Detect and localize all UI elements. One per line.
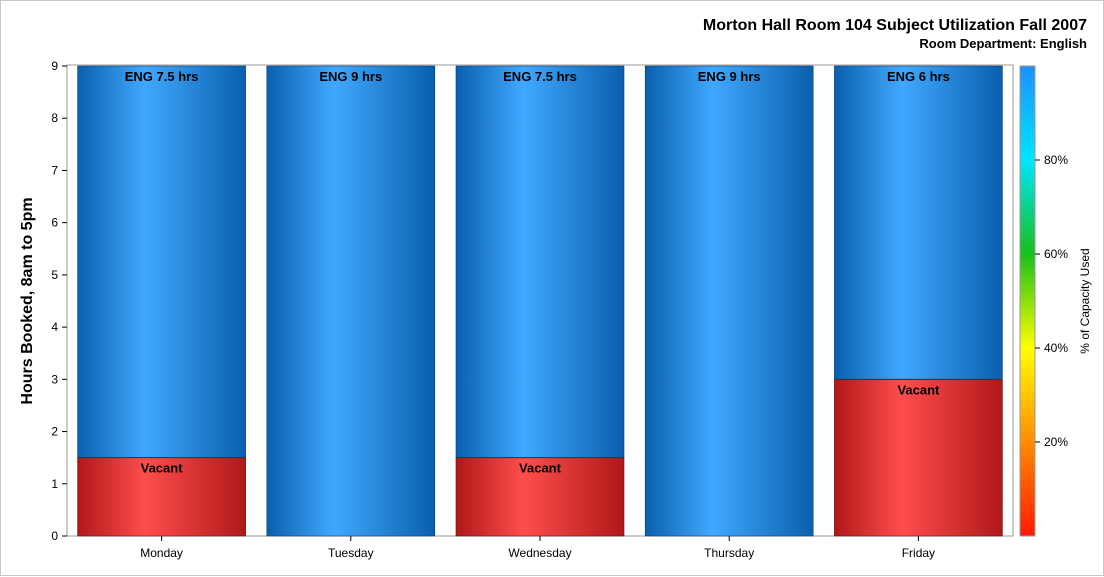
bar-vacant	[455, 457, 625, 537]
bar-label-eng: ENG 7.5 hrs	[503, 69, 577, 84]
bar-stack-friday: ENG 6 hrs Vacant	[834, 65, 1003, 537]
color-legend-tick-label: 80%	[1044, 153, 1068, 167]
bars-group: ENG 7.5 hrs Vacant ENG 9 hrs ENG 7.5 hrs Vac…	[77, 65, 1003, 537]
bar-eng	[266, 65, 436, 537]
y-axis-label: Hours Booked, 8am to 5pm	[19, 197, 36, 404]
y-tick-label: 0	[51, 529, 58, 543]
x-tick-label: Tuesday	[328, 546, 374, 560]
y-tick-label: 9	[51, 59, 58, 73]
x-axis: Monday Tuesday Wednesday Thursday Friday	[140, 536, 935, 560]
color-legend-tick-label: 20%	[1044, 435, 1068, 449]
y-tick-label: 8	[51, 111, 58, 125]
bar-label-eng: ENG 9 hrs	[319, 69, 382, 84]
bar-label-vacant: Vacant	[519, 461, 562, 476]
chart-subtitle: Room Department: English	[919, 36, 1087, 51]
y-tick-label: 3	[51, 372, 58, 386]
bar-eng	[644, 65, 814, 537]
color-legend-bar	[1019, 65, 1036, 537]
bar-vacant	[834, 379, 1003, 537]
bar-stack-thursday: ENG 9 hrs	[644, 65, 814, 537]
y-tick-label: 4	[51, 320, 58, 334]
bar-eng	[77, 65, 246, 458]
y-tick-label: 7	[51, 163, 58, 177]
y-tick-label: 5	[51, 268, 58, 282]
x-tick-label: Wednesday	[508, 546, 571, 560]
color-legend: 20% 40% 60% 80% % of Capacity Used	[1019, 65, 1092, 537]
x-tick-label: Thursday	[704, 546, 754, 560]
y-tick-label: 2	[51, 425, 58, 439]
y-tick-label: 6	[51, 216, 58, 230]
bar-vacant	[77, 457, 246, 537]
bar-stack-tuesday: ENG 9 hrs	[266, 65, 436, 537]
bar-eng	[834, 65, 1003, 380]
color-legend-tick-label: 60%	[1044, 247, 1068, 261]
bar-stack-monday: ENG 7.5 hrs Vacant	[77, 65, 246, 537]
color-legend-tick-label: 40%	[1044, 341, 1068, 355]
bar-label-vacant: Vacant	[897, 382, 940, 397]
color-legend-title: % of Capacity Used	[1078, 248, 1092, 353]
x-tick-label: Monday	[140, 546, 183, 560]
bar-stack-wednesday: ENG 7.5 hrs Vacant	[455, 65, 625, 537]
bar-label-eng: ENG 6 hrs	[887, 69, 950, 84]
y-tick-label: 1	[51, 477, 58, 491]
bar-label-eng: ENG 9 hrs	[698, 69, 761, 84]
bar-label-eng: ENG 7.5 hrs	[125, 69, 199, 84]
x-tick-label: Friday	[902, 546, 935, 560]
bar-label-vacant: Vacant	[141, 461, 184, 476]
chart-title: Morton Hall Room 104 Subject Utilization…	[703, 17, 1087, 34]
bar-eng	[455, 65, 625, 458]
color-legend-ticks: 20% 40% 60% 80%	[1035, 153, 1068, 449]
y-axis: 0 1 2 3 4 5 6 7 8 9	[51, 59, 67, 543]
